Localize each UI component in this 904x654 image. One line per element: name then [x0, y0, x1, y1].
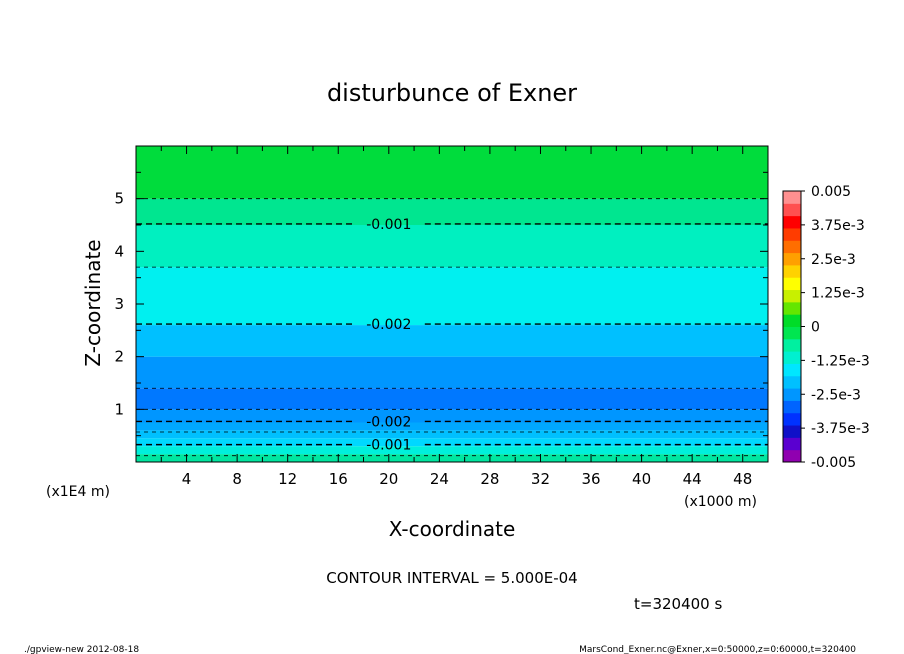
colorbar-swatch — [783, 203, 801, 216]
contour-label: -0.001 — [366, 217, 411, 233]
colorbar-swatch — [783, 351, 801, 364]
colorbar-swatch — [783, 302, 801, 315]
x-tick-label: 12 — [278, 470, 297, 488]
contour-label: -0.002 — [366, 414, 411, 430]
colorbar-swatch — [783, 191, 801, 204]
color-band — [136, 423, 768, 431]
colorbar-swatch — [783, 216, 801, 229]
colorbar-label: -3.75e-3 — [811, 421, 870, 437]
y-tick-label: 3 — [114, 295, 124, 313]
x-tick-label: 28 — [480, 470, 499, 488]
x-tick-label: 40 — [632, 470, 651, 488]
y-tick-label: 1 — [114, 400, 124, 418]
color-band — [136, 357, 768, 389]
x-tick-label: 24 — [430, 470, 449, 488]
contour-label: -0.001 — [366, 438, 411, 454]
x-tick-label: 4 — [182, 470, 192, 488]
color-band — [136, 267, 768, 325]
color-band — [136, 446, 768, 454]
colorbar-swatch — [783, 240, 801, 253]
colorbar-swatch — [783, 363, 801, 376]
x-axis-label: X-coordinate — [389, 517, 516, 541]
contour-interval-note: CONTOUR INTERVAL = 5.000E-04 — [326, 569, 577, 587]
x-tick-label: 44 — [683, 470, 702, 488]
time-label: t=320400 s — [634, 595, 722, 613]
x-tick-label: 16 — [329, 470, 348, 488]
x-tick-label: 8 — [232, 470, 242, 488]
colorbar-swatch — [783, 314, 801, 327]
y-unit-label: (x1E4 m) — [46, 484, 110, 500]
x-tick-label: 20 — [379, 470, 398, 488]
colorbar-swatch — [783, 277, 801, 290]
colorbar-swatch — [783, 327, 801, 340]
plot-bands — [136, 146, 768, 462]
color-band — [136, 199, 768, 225]
colorbar-label: 0 — [811, 320, 820, 336]
colorbar-swatch — [783, 253, 801, 266]
colorbar — [783, 191, 801, 463]
colorbar-swatch — [783, 376, 801, 389]
colorbar-label: -2.5e-3 — [811, 387, 861, 403]
x-tick-label: 48 — [733, 470, 752, 488]
colorbar-label: -0.005 — [811, 455, 856, 471]
color-band — [136, 388, 768, 409]
color-band — [136, 325, 768, 357]
footer-left: ./gpview-new 2012-08-18 — [24, 645, 139, 654]
colorbar-label: 2.5e-3 — [811, 252, 856, 268]
colorbar-label: 0.005 — [811, 184, 851, 200]
x-tick-label: 36 — [581, 470, 600, 488]
colorbar-swatch — [783, 450, 801, 463]
color-band — [136, 409, 768, 422]
color-band — [136, 225, 768, 267]
contour-label: -0.002 — [366, 317, 411, 333]
colorbar-label: 3.75e-3 — [811, 218, 865, 234]
colorbar-swatch — [783, 413, 801, 426]
y-tick-label: 4 — [114, 242, 124, 260]
colorbar-labels: 0.005 3.75e-3 2.5e-3 1.25e-3 0 -1.25e-3 -2.5e-… — [801, 184, 870, 471]
x-tick-label: 32 — [531, 470, 550, 488]
colorbar-swatch — [783, 425, 801, 438]
color-band — [136, 146, 768, 199]
colorbar-swatch — [783, 339, 801, 352]
colorbar-swatch — [783, 290, 801, 303]
colorbar-swatch — [783, 388, 801, 401]
footer-right: MarsCond_Exner.nc@Exner,x=0:50000,z=0:60… — [579, 645, 856, 654]
colorbar-label: -1.25e-3 — [811, 353, 870, 369]
colorbar-swatch — [783, 228, 801, 241]
y-tick-label: 2 — [114, 348, 124, 366]
x-unit-label: (x1000 m) — [684, 494, 757, 510]
y-axis-label: Z-coordinate — [81, 239, 105, 366]
colorbar-label: 1.25e-3 — [811, 286, 865, 302]
colorbar-swatch — [783, 437, 801, 450]
chart-title: disturbunce of Exner — [327, 79, 577, 107]
y-tick-label: 5 — [114, 190, 124, 208]
colorbar-swatch — [783, 265, 801, 278]
colorbar-swatch — [783, 400, 801, 413]
